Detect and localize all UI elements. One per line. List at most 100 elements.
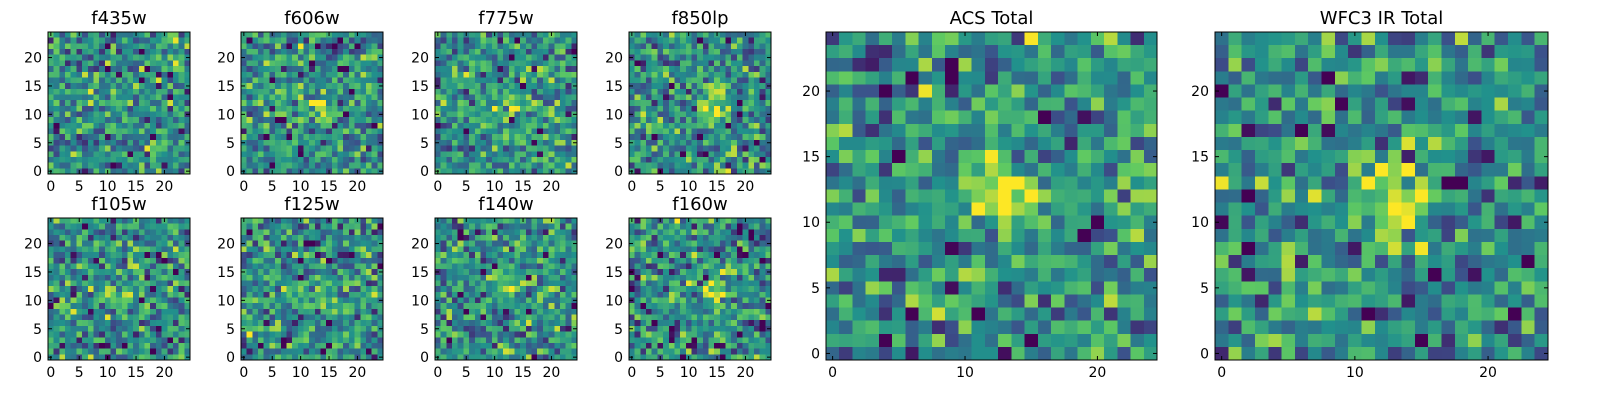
heatmap-cell: [144, 314, 151, 321]
heatmap-cell: [150, 88, 157, 96]
heatmap-cell: [292, 291, 299, 299]
heatmap-cell: [554, 111, 561, 118]
heatmap-cell: [520, 314, 527, 321]
heatmap-cell: [457, 151, 464, 158]
heatmap-cell: [731, 66, 738, 73]
heatmap-cell: [371, 291, 378, 299]
heatmap-cell: [537, 280, 544, 287]
heatmap-cell: [697, 297, 704, 304]
heatmap-cell: [76, 88, 83, 96]
heatmap-cell: [371, 274, 378, 282]
heatmap-cell: [491, 151, 499, 158]
heatmap-cell: [486, 128, 493, 135]
heatmap-cell: [144, 257, 151, 265]
heatmap-cell: [53, 331, 60, 338]
heatmap-cell: [138, 348, 146, 355]
heatmap-cell: [326, 94, 333, 101]
heatmap-cell: [571, 71, 578, 79]
heatmap-cell: [275, 49, 282, 56]
heatmap-cell: [674, 128, 681, 135]
heatmap-cell: [435, 60, 442, 67]
heatmap-cell: [275, 111, 282, 118]
heatmap-cell: [759, 60, 766, 67]
heatmap-cell: [377, 286, 384, 293]
heatmap-cell: [337, 218, 344, 225]
heatmap-cell: [167, 134, 174, 141]
heatmap-cell: [685, 162, 693, 169]
heatmap-cell: [508, 117, 516, 124]
heatmap-cell: [292, 240, 299, 247]
heatmap-cell: [263, 229, 270, 236]
heatmap-cell: [314, 269, 322, 276]
heatmap-cell: [303, 263, 310, 270]
heatmap-cell: [668, 100, 676, 107]
heatmap-cell: [508, 156, 516, 164]
heatmap-cell: [292, 337, 299, 344]
heatmap-cell: [354, 122, 361, 130]
heatmap-cell: [263, 297, 270, 304]
heatmap-cell: [184, 151, 191, 158]
heatmap-cell: [469, 43, 476, 50]
heatmap-cell: [252, 54, 259, 61]
heatmap-cell: [70, 337, 77, 344]
heatmap-cell: [354, 128, 361, 135]
heatmap-cell: [748, 134, 755, 141]
heatmap-cell: [167, 291, 174, 299]
heatmap-cell: [65, 263, 72, 270]
heatmap-cell: [719, 235, 727, 242]
heatmap-cell: [685, 111, 693, 118]
heatmap-cell: [514, 235, 521, 242]
heatmap-cell: [104, 162, 112, 169]
heatmap-cell: [685, 145, 693, 152]
heatmap-cell: [371, 139, 378, 147]
heatmap-cell: [571, 280, 578, 287]
heatmap-cell: [138, 314, 146, 321]
heatmap-cell: [76, 229, 83, 236]
heatmap-cell: [53, 257, 60, 265]
heatmap-cell: [178, 117, 185, 124]
heatmap-cell: [537, 297, 544, 304]
heatmap-cell: [138, 331, 146, 338]
heatmap-cell: [121, 77, 129, 84]
heatmap-cell: [172, 308, 180, 316]
heatmap-cell: [343, 223, 350, 230]
heatmap-cell: [343, 128, 350, 135]
heatmap-cell: [87, 49, 95, 56]
heatmap-cell: [127, 66, 134, 73]
heatmap-cell: [127, 71, 134, 79]
heatmap-cell: [104, 274, 112, 282]
heatmap-cell: [297, 274, 305, 282]
heatmap-cell: [76, 43, 83, 50]
heatmap-cell: [486, 162, 493, 169]
heatmap-cell: [463, 348, 470, 355]
heatmap-cell: [542, 229, 550, 236]
heatmap-cell: [634, 263, 641, 270]
heatmap-cell: [748, 263, 755, 270]
heatmap-cell: [150, 252, 157, 259]
heatmap-cell: [184, 291, 191, 299]
heatmap-cell: [440, 134, 447, 141]
heatmap-cell: [133, 263, 140, 270]
heatmap-cell: [48, 308, 55, 316]
heatmap-cell: [280, 145, 288, 152]
heatmap-cell: [377, 71, 384, 79]
heatmap-cell: [508, 151, 516, 158]
heatmap-cell: [82, 257, 89, 265]
heatmap-cell: [531, 37, 538, 44]
heatmap-cell: [87, 94, 95, 101]
heatmap-cell: [646, 252, 653, 259]
heatmap-cell: [435, 117, 442, 124]
heatmap-cell: [252, 280, 259, 287]
heatmap-cell: [554, 117, 561, 124]
heatmap-cell: [263, 49, 270, 56]
heatmap-cell: [497, 274, 504, 282]
heatmap-cell: [155, 342, 163, 350]
heatmap-cell: [110, 223, 117, 230]
heatmap-cell: [725, 32, 732, 39]
heatmap-cell: [348, 60, 356, 67]
heatmap-cell: [725, 291, 732, 299]
heatmap-cell: [314, 291, 322, 299]
heatmap-cell: [275, 88, 282, 96]
heatmap-cell: [161, 77, 168, 84]
heatmap-cell: [640, 274, 647, 282]
